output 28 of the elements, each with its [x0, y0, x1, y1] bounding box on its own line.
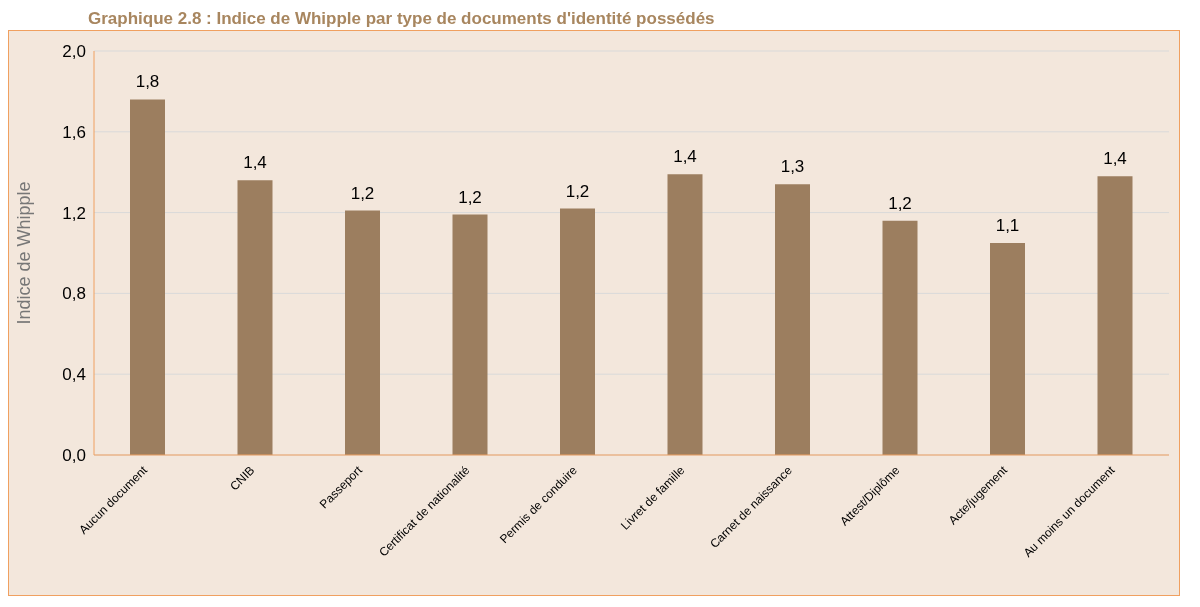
chart-title: Graphique 2.8 : Indice de Whipple par type de documents d'identité possédés: [87, 8, 716, 30]
data-label: 1,8: [135, 72, 160, 92]
data-label: 1,2: [888, 193, 912, 213]
bar: [1097, 176, 1133, 455]
y-tick-label: 1,6: [62, 122, 86, 142]
data-label: 1,3: [780, 157, 805, 177]
y-axis-title: Indice de Whipple: [14, 181, 35, 325]
bar: [560, 208, 595, 455]
y-tick-label: 1,2: [62, 203, 86, 223]
bar: [990, 242, 1025, 455]
bar: [667, 174, 703, 455]
bar: [882, 220, 918, 455]
bar: [775, 184, 810, 455]
data-label: 1,2: [350, 183, 375, 203]
data-label: 1,4: [673, 147, 697, 167]
y-tick-label: 0,4: [62, 365, 86, 385]
bar: [345, 210, 380, 455]
y-tick-label: 0,0: [62, 446, 86, 466]
y-tick-label: 0,8: [62, 284, 86, 304]
data-label: 1,4: [243, 153, 267, 173]
y-tick-label: 2,0: [62, 42, 86, 62]
bar: [237, 180, 273, 455]
bar: [130, 99, 165, 455]
data-label: 1,1: [995, 215, 1020, 235]
data-label: 1,4: [1103, 149, 1127, 169]
data-label: 1,2: [458, 187, 482, 207]
bar: [452, 214, 488, 455]
data-label: 1,2: [565, 181, 590, 201]
